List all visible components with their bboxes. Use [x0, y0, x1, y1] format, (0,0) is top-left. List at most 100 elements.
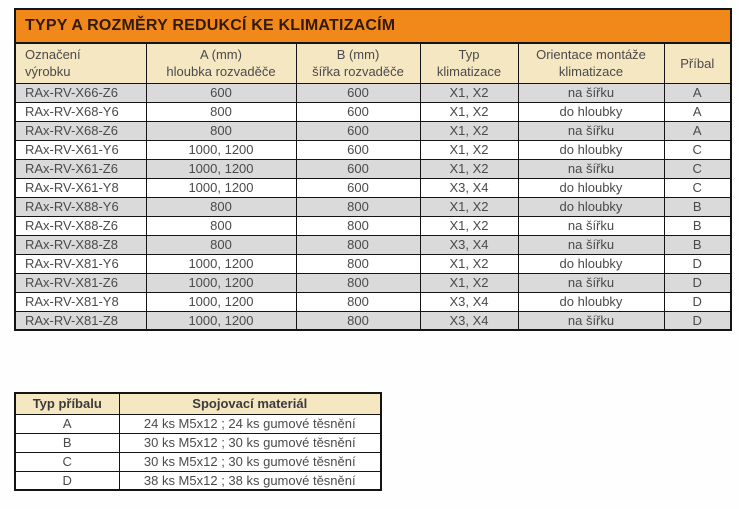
table-cell: RAx-RV-X88-Y6	[14, 196, 147, 217]
table-cell: do hloubky	[517, 177, 665, 198]
table-cell: 800	[295, 234, 421, 255]
table-cell: RAx-RV-X88-Z8	[14, 234, 147, 255]
col-header-ac-type: Typ klimatizace	[419, 42, 519, 84]
table-cell: 30 ks M5x12 ; 30 ks gumové těsnění	[118, 432, 382, 453]
table-cell: 1000, 1200	[145, 139, 297, 160]
table-cell: X1, X2	[419, 253, 519, 274]
table-row: RAx-RV-X66-Z6 600 600 X1, X2 na šířku A	[14, 82, 732, 103]
table-cell: 600	[295, 101, 421, 122]
table-cell: D	[663, 310, 732, 331]
table-cell: RAx-RV-X68-Y6	[14, 101, 147, 122]
table-cell: 800	[145, 196, 297, 217]
table-cell: 600	[295, 139, 421, 160]
table-cell: 1000, 1200	[145, 177, 297, 198]
accessory-pack-table: Typ příbalu Spojovací materiál A 24 ks M5…	[14, 392, 382, 491]
table-cell: 38 ks M5x12 ; 38 ks gumové těsnění	[118, 470, 382, 491]
table-row: RAx-RV-X81-Z6 1000, 1200 800 X1, X2 na šířku…	[14, 272, 732, 293]
table-cell: na šířku	[517, 234, 665, 255]
table-cell: 600	[295, 120, 421, 141]
table-cell: D	[663, 291, 732, 312]
table-cell: RAx-RV-X81-Y8	[14, 291, 147, 312]
table-cell: C	[663, 158, 732, 179]
table-cell: X1, X2	[419, 272, 519, 293]
title-row: TYPY A ROZMĚRY REDUKCÍ KE KLIMATIZACÍM	[14, 8, 732, 44]
table-cell: 1000, 1200	[145, 158, 297, 179]
table-cell: 600	[295, 82, 421, 103]
col-header-accessory-pack: Příbal	[663, 42, 732, 84]
table-row: RAx-RV-X68-Z6 800 600 X1, X2 na šířku A	[14, 120, 732, 141]
table-row: RAx-RV-X61-Y6 1000, 1200 600 X1, X2 do hloub…	[14, 139, 732, 160]
table-cell: RAx-RV-X81-Y6	[14, 253, 147, 274]
table-cell: X3, X4	[419, 234, 519, 255]
table-cell: na šířku	[517, 158, 665, 179]
table-cell: 1000, 1200	[145, 253, 297, 274]
table-row: RAx-RV-X61-Z6 1000, 1200 600 X1, X2 na šířku…	[14, 158, 732, 179]
table-cell: C	[663, 139, 732, 160]
table-cell: na šířku	[517, 82, 665, 103]
table-title: TYPY A ROZMĚRY REDUKCÍ KE KLIMATIZACÍM	[14, 8, 732, 44]
table-cell: 30 ks M5x12 ; 30 ks gumové těsnění	[118, 451, 382, 472]
table-cell: X3, X4	[419, 177, 519, 198]
table-cell: do hloubky	[517, 101, 665, 122]
table-cell: 800	[145, 101, 297, 122]
table-cell: na šířku	[517, 215, 665, 236]
table-row: RAx-RV-X61-Y8 1000, 1200 600 X3, X4 do hloub…	[14, 177, 732, 198]
accessory-pack-table-body: A 24 ks M5x12 ; 24 ks gumové těsnění B 30 k…	[14, 413, 382, 491]
table-cell: na šířku	[517, 272, 665, 293]
table-cell: RAx-RV-X68-Z6	[14, 120, 147, 141]
table-cell: 800	[295, 215, 421, 236]
table-row: RAx-RV-X88-Y6 800 800 X1, X2 do hloubky B	[14, 196, 732, 217]
table-row: C 30 ks M5x12 ; 30 ks gumové těsnění	[14, 451, 382, 472]
reduction-types-table: TYPY A ROZMĚRY REDUKCÍ KE KLIMATIZACÍM O…	[14, 8, 732, 331]
table-cell: 800	[295, 253, 421, 274]
table-cell: C	[663, 177, 732, 198]
table-cell: RAx-RV-X61-Z6	[14, 158, 147, 179]
table-cell: D	[663, 253, 732, 274]
table-row: B 30 ks M5x12 ; 30 ks gumové těsnění	[14, 432, 382, 453]
table-cell: RAx-RV-X61-Y6	[14, 139, 147, 160]
table-row: RAx-RV-X81-Y6 1000, 1200 800 X1, X2 do hloub…	[14, 253, 732, 274]
table-cell: do hloubky	[517, 253, 665, 274]
table-cell: B	[14, 432, 120, 453]
table-cell: RAx-RV-X61-Y8	[14, 177, 147, 198]
table-cell: X1, X2	[419, 120, 519, 141]
table-row: RAx-RV-X88-Z6 800 800 X1, X2 na šířku B	[14, 215, 732, 236]
table-cell: X3, X4	[419, 291, 519, 312]
table-cell: RAx-RV-X81-Z6	[14, 272, 147, 293]
col-header-product-designation: Označení výrobku	[14, 42, 147, 84]
table-cell: B	[663, 215, 732, 236]
table-cell: 1000, 1200	[145, 272, 297, 293]
col-header-depth-a: A (mm) hloubka rozvaděče	[145, 42, 297, 84]
table-cell: na šířku	[517, 310, 665, 331]
table-cell: RAx-RV-X81-Z8	[14, 310, 147, 331]
table-cell: X1, X2	[419, 101, 519, 122]
table-cell: X1, X2	[419, 158, 519, 179]
table-cell: 1000, 1200	[145, 291, 297, 312]
table-cell: X1, X2	[419, 196, 519, 217]
reduction-types-table-body: RAx-RV-X66-Z6 600 600 X1, X2 na šířku A RAx-RV…	[14, 82, 732, 331]
table-cell: A	[663, 101, 732, 122]
header-row: Typ příbalu Spojovací materiál	[14, 392, 382, 415]
table-row: RAx-RV-X81-Z8 1000, 1200 800 X3, X4 na šířku…	[14, 310, 732, 331]
header-row: Označení výrobku A (mm) hloubka rozvaděč…	[14, 42, 732, 84]
table-row: D 38 ks M5x12 ; 38 ks gumové těsnění	[14, 470, 382, 491]
table-row: A 24 ks M5x12 ; 24 ks gumové těsnění	[14, 413, 382, 434]
table-cell: A	[14, 413, 120, 434]
table-cell: C	[14, 451, 120, 472]
table-cell: X1, X2	[419, 139, 519, 160]
table-row: RAx-RV-X81-Y8 1000, 1200 800 X3, X4 do hloub…	[14, 291, 732, 312]
table-cell: RAx-RV-X66-Z6	[14, 82, 147, 103]
table-cell: 800	[145, 234, 297, 255]
table-cell: RAx-RV-X88-Z6	[14, 215, 147, 236]
table-cell: A	[663, 82, 732, 103]
acc-col-header-joining-material: Spojovací materiál	[118, 392, 382, 415]
acc-col-header-pack-type: Typ příbalu	[14, 392, 120, 415]
table-cell: B	[663, 234, 732, 255]
table-cell: D	[14, 470, 120, 491]
table-cell: do hloubky	[517, 196, 665, 217]
table-cell: 24 ks M5x12 ; 24 ks gumové těsnění	[118, 413, 382, 434]
table-cell: na šířku	[517, 120, 665, 141]
table-cell: 1000, 1200	[145, 310, 297, 331]
col-header-width-b: B (mm) šířka rozvaděče	[295, 42, 421, 84]
